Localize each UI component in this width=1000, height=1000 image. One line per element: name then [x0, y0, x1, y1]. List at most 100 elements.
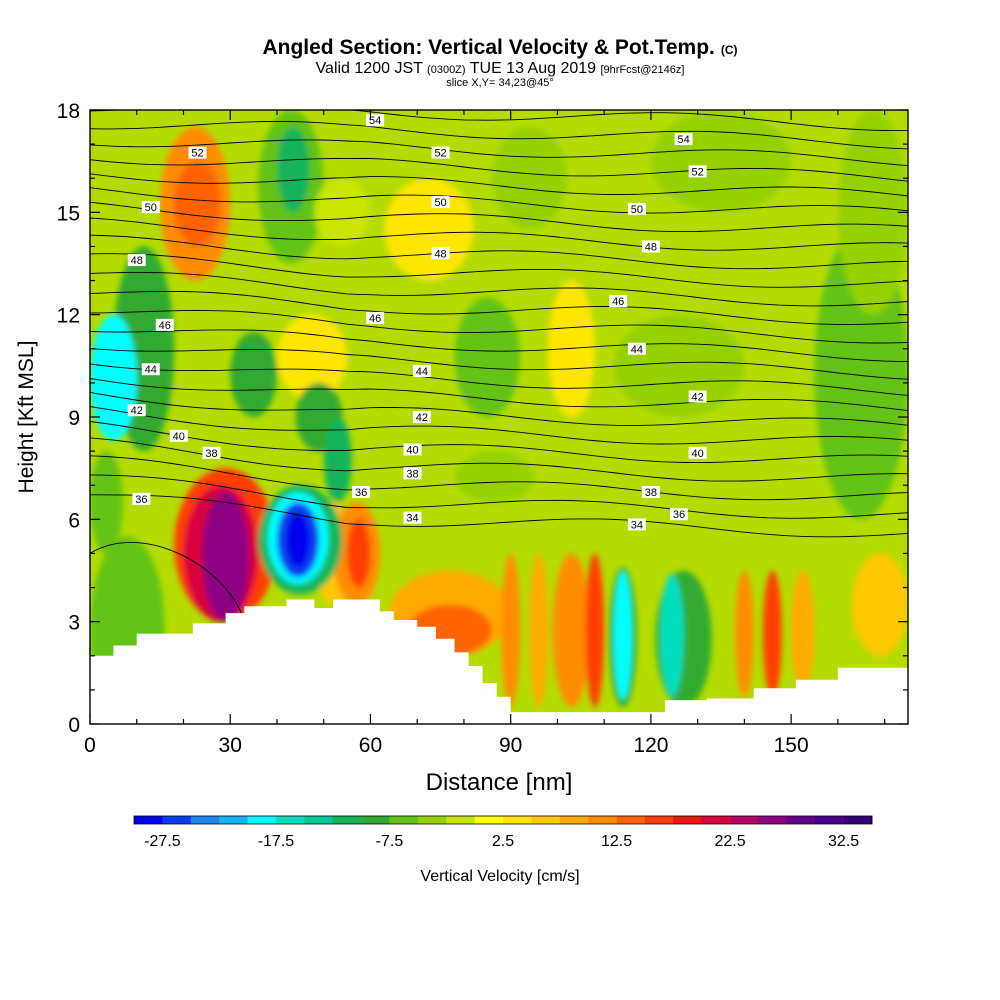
isentrope-line: [90, 329, 908, 363]
y-tick-label: 3: [68, 612, 80, 635]
isentrope-line: [90, 474, 908, 519]
velocity-cell: [501, 553, 521, 707]
isentrope-line: [90, 253, 908, 288]
velocity-cell: [286, 512, 310, 568]
colorbar-tick-label: 2.5: [492, 833, 514, 850]
velocity-cell: [174, 161, 221, 247]
isentropes: [90, 110, 908, 622]
colorbar-swatch: [730, 816, 759, 824]
isentrope-line: [90, 201, 908, 233]
colorbar-swatch: [503, 816, 532, 824]
colorbar-swatch: [786, 816, 816, 824]
velocity-cell: [314, 178, 371, 247]
colorbar-swatch: [162, 816, 192, 824]
isentrope-label-bg: [627, 342, 646, 355]
isentrope-line: [90, 290, 908, 325]
velocity-cell: [347, 519, 371, 588]
isentrope-label: 46: [159, 320, 171, 332]
chart-title: Angled Section: Vertical Velocity & Pot.…: [0, 36, 1000, 60]
isentrope-label: 38: [645, 487, 657, 499]
colorbar-swatch: [588, 816, 617, 824]
colorbar-swatch: [758, 816, 788, 824]
colorbar-swatch: [389, 816, 419, 824]
x-axis: 0 30 60 90 120 150 Distance [nm]: [84, 110, 886, 796]
velocity-cell: [791, 570, 815, 690]
colorbar-swatch: [701, 816, 731, 824]
isentrope-label-bg: [352, 486, 371, 499]
x-tick-label: 90: [499, 734, 522, 757]
isentrope-label-bg: [688, 390, 707, 403]
isentrope-line: [90, 348, 908, 380]
isentrope-label-bg: [202, 446, 221, 459]
isentrope-label: 38: [406, 468, 418, 480]
isentrope-label: 54: [678, 134, 690, 146]
y-tick-label: 15: [57, 202, 80, 225]
isentrope-line: [90, 421, 908, 464]
velocity-shading: [90, 110, 908, 724]
isentrope-label-bg: [431, 247, 450, 260]
terrain: [90, 599, 908, 724]
isentrope-label-bg: [641, 240, 660, 253]
isentrope-label: 46: [369, 313, 381, 325]
isentrope-label-bg: [141, 201, 160, 214]
x-tick-label: 30: [219, 734, 242, 757]
velocity-cell: [660, 573, 684, 697]
colorbar-swatch: [304, 816, 333, 824]
isentrope-label: 38: [205, 448, 217, 460]
isentrope-label: 36: [355, 487, 367, 499]
isentrope-label-bg: [366, 312, 385, 325]
y-tick-label: 0: [68, 714, 80, 737]
velocity-cell: [552, 553, 591, 707]
isentrope-label: 42: [416, 412, 428, 424]
isentrope-label: 48: [645, 241, 657, 253]
velocity-cell: [613, 570, 633, 701]
isentrope-line: [90, 234, 908, 270]
y-tick-label: 6: [68, 509, 80, 532]
isentrope-label-bg: [403, 467, 422, 480]
isentrope-label: 42: [692, 392, 704, 404]
isentrope-label-bg: [641, 486, 660, 499]
isentrope-label-bg: [127, 254, 146, 267]
y-axis-label: Height [Kft MSL]: [15, 341, 38, 494]
isentrope-line: [90, 120, 908, 150]
isentrope-label: 44: [145, 364, 157, 376]
colorbar-swatch: [134, 816, 163, 824]
isentrope-label-bg: [688, 446, 707, 459]
slice-info: slice X,Y= 34,23@45°: [446, 77, 554, 89]
isentrope-label-bg: [627, 202, 646, 215]
colorbar-tick-label: 32.5: [828, 833, 859, 850]
isentrope-label: 44: [631, 344, 643, 356]
velocity-cell: [529, 553, 549, 707]
isentrope-label: 48: [131, 255, 143, 267]
colorbar-swatch: [644, 816, 674, 824]
isentrope-label-bg: [169, 429, 188, 442]
velocity-cell: [491, 127, 567, 230]
colorbar-swatch: [275, 816, 305, 824]
velocity-cell: [90, 451, 123, 554]
isentrope-label: 44: [416, 366, 428, 378]
isentrope-label-bg: [688, 165, 707, 178]
x-tick-label: 0: [84, 734, 96, 757]
colorbar-swatch: [673, 816, 702, 824]
colorbar-tick-label: 22.5: [715, 833, 746, 850]
isentrope-label-bg: [188, 146, 207, 159]
isentrope-label-bg: [403, 443, 422, 456]
colorbar-swatch: [474, 816, 504, 824]
isentrope-line: [90, 157, 908, 182]
chart-title-unit: (C): [720, 43, 738, 57]
isentrope-label-bg: [674, 132, 693, 145]
velocity-cell: [851, 553, 908, 656]
velocity-cell: [384, 178, 474, 281]
velocity-cell: [276, 127, 310, 213]
velocity-cell: [323, 417, 352, 503]
colorbar-swatch: [616, 816, 646, 824]
colorbar-tick-label: -17.5: [258, 833, 295, 850]
isentrope-label: 50: [631, 204, 643, 216]
colorbar-tick-label: 12.5: [601, 833, 632, 850]
x-tick-label: 120: [633, 734, 668, 757]
isentrope-line: [90, 173, 908, 197]
isentrope-label-bg: [141, 363, 160, 376]
isentrope-label-bg: [669, 508, 688, 521]
colorbar-swatch: [190, 816, 220, 824]
isentrope-label: 52: [434, 148, 446, 160]
